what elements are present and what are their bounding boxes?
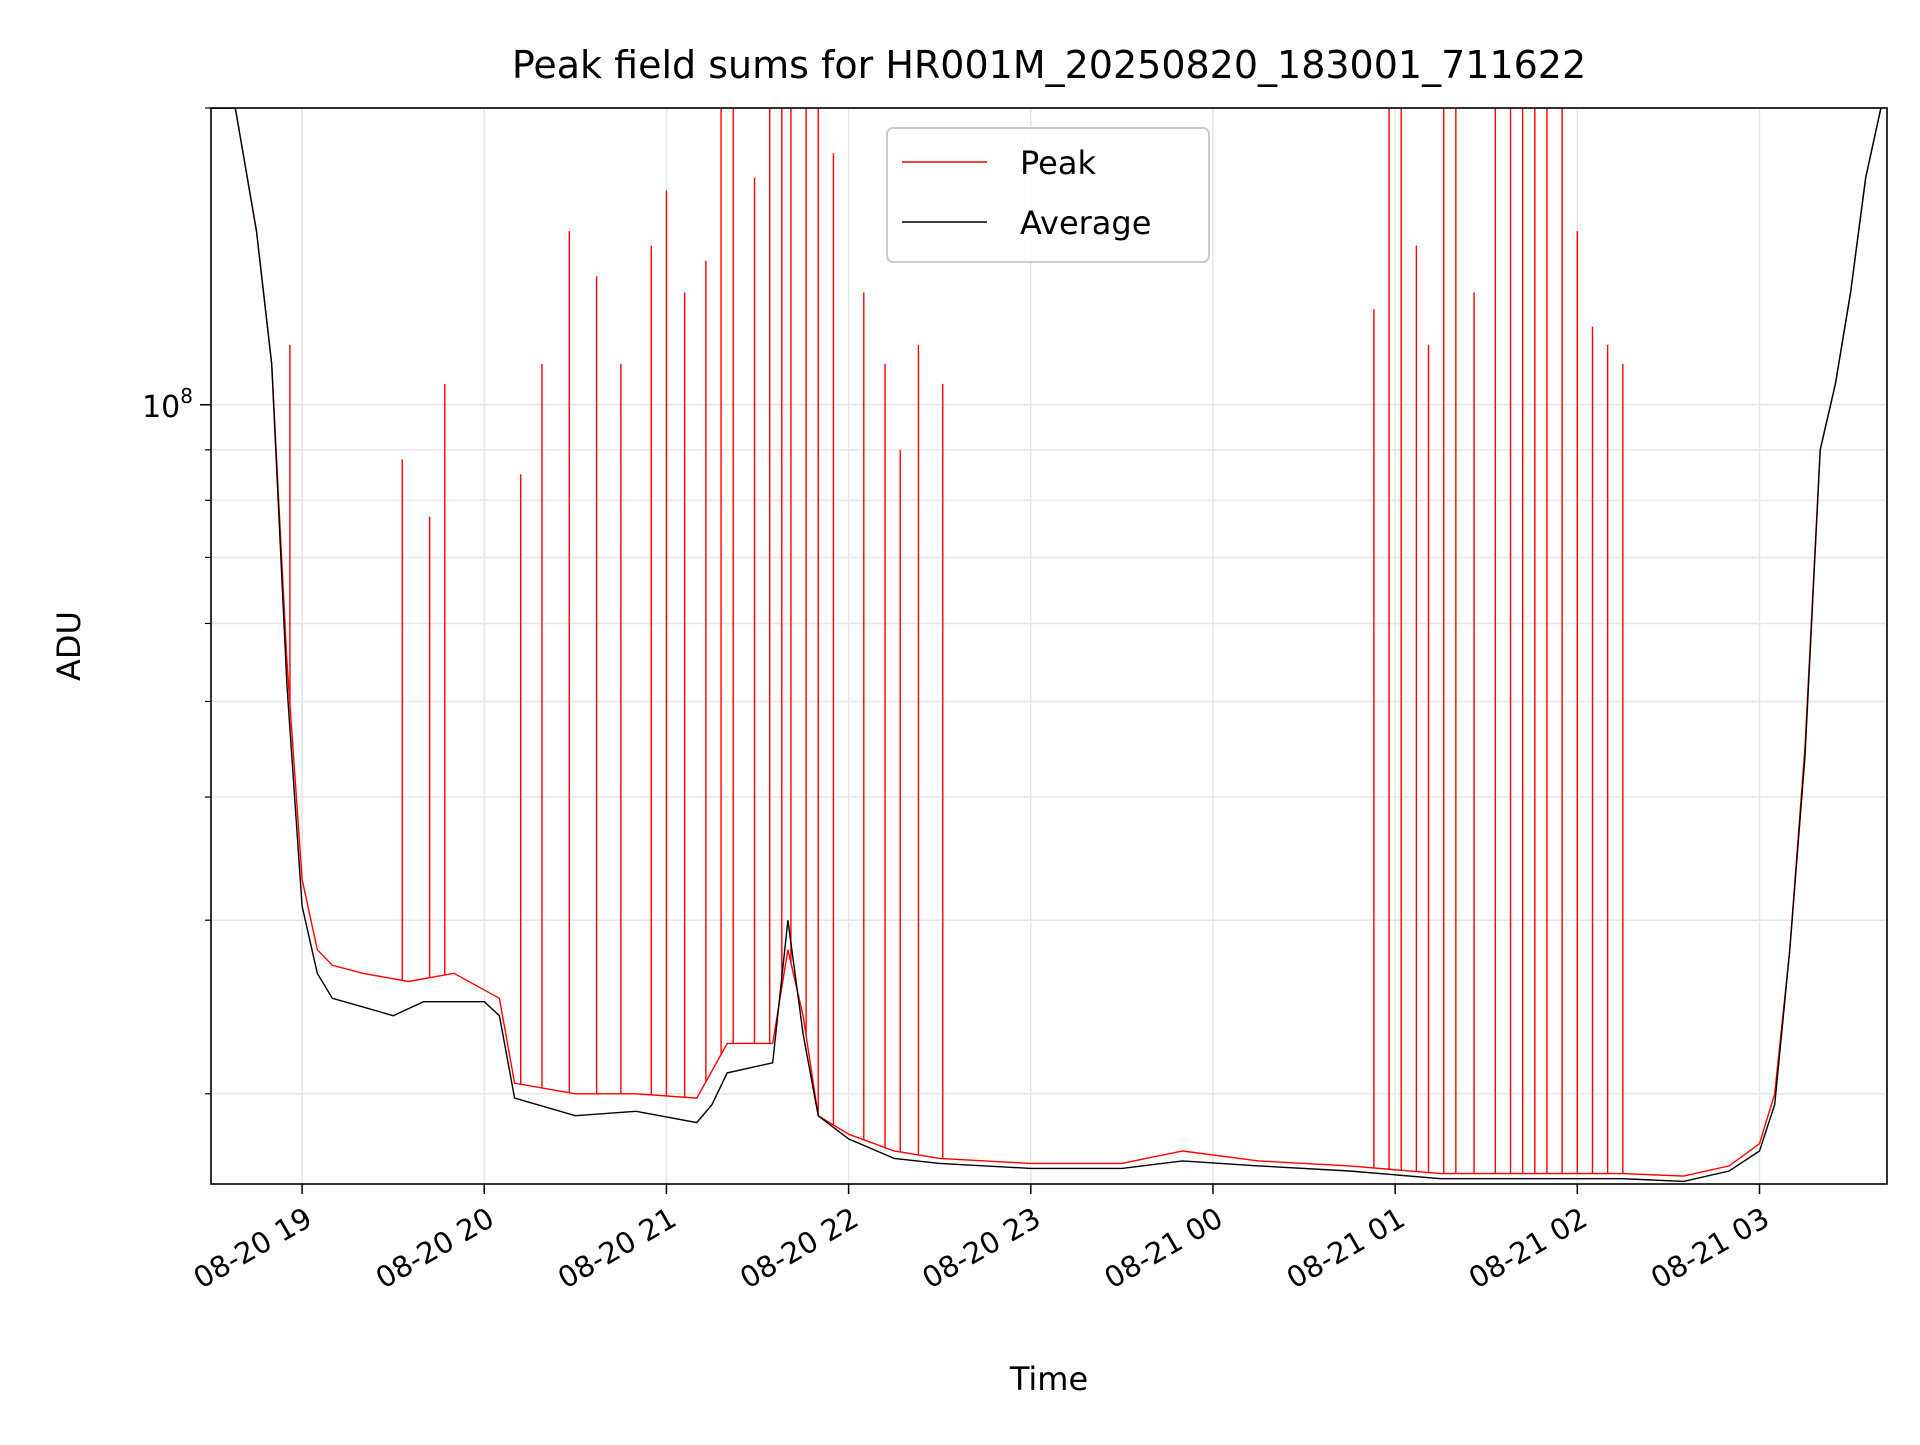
x-tick-label: 08-21 00: [1099, 1201, 1229, 1296]
x-tick-label: 08-21 01: [1281, 1201, 1411, 1296]
x-tick-label: 08-20 22: [734, 1201, 864, 1296]
x-tick-label: 08-20 20: [370, 1201, 500, 1296]
series-line-peak: [211, 108, 1882, 1177]
y-axis-ticks: 108: [142, 107, 211, 1095]
plot-frame: [210, 107, 1888, 1185]
x-tick-label: 08-20 23: [916, 1201, 1046, 1296]
grid: [211, 107, 1887, 1184]
x-axis-ticks: 08-20 19 08-20 20 08-20 21 08-20 22 08-20 23…: [188, 1184, 1775, 1295]
y-axis-label: ADU: [50, 611, 88, 681]
y-tick-label: 108: [142, 384, 193, 425]
legend-label-peak: Peak: [1020, 144, 1096, 182]
x-tick-label: 08-20 19: [188, 1201, 318, 1296]
legend: Peak Average: [886, 127, 1210, 263]
legend-label-average: Average: [1020, 204, 1151, 242]
x-tick-label: 08-21 02: [1463, 1201, 1593, 1296]
chart-title: Peak field sums for HR001M_20250820_1830…: [512, 43, 1586, 87]
series-line-average: [211, 108, 1882, 1183]
x-axis-label: Time: [1009, 1360, 1088, 1398]
x-tick-label: 08-21 03: [1645, 1201, 1775, 1296]
series-layer: [211, 108, 1882, 1183]
x-tick-label: 08-20 21: [552, 1201, 682, 1296]
